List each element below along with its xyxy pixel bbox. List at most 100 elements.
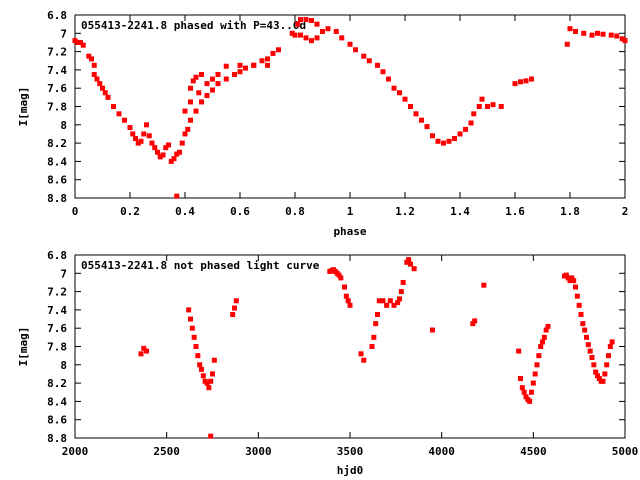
data-point [463,126,468,132]
y-tick-label: 8.2 [47,137,67,150]
data-point [314,35,320,41]
data-point [295,21,301,27]
data-point [512,81,518,87]
x-tick-label: 3500 [337,445,364,458]
data-point [182,108,188,114]
data-point [171,156,177,162]
data-point [545,323,551,329]
data-point [320,28,325,34]
data-point [347,302,353,308]
data-point [565,275,571,281]
y-tick-label: 8.6 [47,414,67,427]
x-tick-label: 1.8 [560,205,580,218]
data-point [177,149,182,155]
data-point [441,140,446,146]
data-point [563,272,569,278]
data-point [530,380,536,386]
x-tick-label: 1.2 [395,205,415,218]
data-point [309,38,314,44]
data-point [265,56,270,62]
data-point [391,302,397,308]
y-tick-label: 8.2 [47,377,67,390]
data-point [138,138,144,144]
data-point [237,69,243,75]
data-point [567,278,573,284]
data-point [534,362,540,368]
x-tick-label: 0.6 [230,205,250,218]
data-point [457,131,463,137]
data-point [259,58,265,64]
data-point [353,47,358,53]
data-point [223,76,229,82]
data-point [404,259,410,265]
data-point [574,293,580,299]
data-point [270,50,276,56]
data-point [130,131,136,137]
data-point [361,53,367,59]
y-tick-label: 8.6 [47,174,67,187]
y-tick-label: 7.6 [47,322,67,335]
data-point [435,138,441,144]
data-point [343,293,349,299]
data-point [585,342,591,348]
data-point [193,344,199,349]
data-point [338,275,344,281]
data-point [518,79,523,85]
data-point [204,81,210,87]
data-point [376,298,382,304]
data-point [208,433,214,439]
data-point [265,62,270,68]
data-point [314,21,320,27]
y-tick-label: 7.6 [47,82,67,95]
data-point [532,371,538,377]
data-point [210,76,215,82]
x-axis-label: phase [333,225,366,238]
data-point [141,131,147,137]
data-point [602,371,608,377]
data-point [152,145,158,151]
data-point [581,30,587,36]
data-point [600,31,606,37]
data-point [521,389,527,395]
data-point [595,373,600,379]
data-point [102,90,108,96]
x-tick-label: 2 [622,205,629,218]
data-point [584,334,589,340]
data-point [402,96,408,102]
data-point [186,307,192,313]
data-point [413,111,419,117]
data-point [471,111,477,117]
data-point [174,151,180,157]
data-point [600,378,606,384]
data-point [573,28,578,34]
data-point [204,380,210,386]
x-tick-label: 0.2 [120,205,140,218]
data-point [518,376,523,382]
data-point [606,353,611,359]
data-point [133,136,138,142]
data-point [215,71,221,77]
data-point [604,362,610,368]
data-point [185,126,191,132]
data-point [519,385,525,391]
data-point [163,145,169,151]
data-point [472,318,478,324]
data-point [470,321,476,327]
data-point [174,193,180,199]
data-point [593,369,599,375]
y-tick-label: 7.2 [47,46,67,59]
data-point [387,298,393,304]
data-point [587,348,593,354]
data-point [419,117,424,123]
data-point [523,394,529,400]
data-point [206,385,212,391]
data-point [193,74,199,80]
data-point [155,149,160,155]
data-point [303,17,309,23]
data-point [160,152,166,158]
data-point [424,124,430,130]
data-point [481,282,487,288]
data-point [395,300,401,306]
data-point [411,266,417,272]
